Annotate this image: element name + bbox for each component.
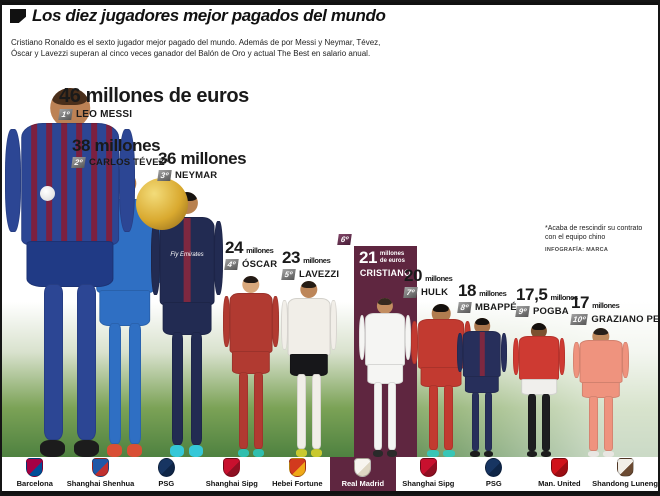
club-cell-shanghai-sipg-1: Shanghai Sipg xyxy=(199,457,265,491)
subtitle-line1: Cristiano Ronaldo es el sexto jugador me… xyxy=(11,38,381,47)
shanghai-shenhua-crest-icon xyxy=(92,458,110,477)
hebei-fortune-crest-icon xyxy=(288,458,306,477)
player-figure-oscar xyxy=(222,276,280,457)
pennant-icon xyxy=(10,9,26,23)
rank-badge-1: 1º xyxy=(58,109,73,120)
salary-label-mbappe: 18 millones 8º MBAPPÉ xyxy=(457,281,517,313)
club-cell-psg-1: PSG xyxy=(134,457,200,491)
rank-badge-2: 2º xyxy=(71,157,86,168)
subtitle-line2: Óscar y Lavezzi superan al cinco veces g… xyxy=(11,49,371,58)
cristiano-name: CRISTIANO xyxy=(359,268,412,278)
rank-badge-6: 6º xyxy=(337,234,352,245)
rank-badge-5: 5º xyxy=(281,269,296,280)
player-figure-pelle xyxy=(572,328,630,457)
golden-ball xyxy=(136,178,188,230)
neymar-shirt-sponsor: Fly Emirates xyxy=(170,252,204,259)
rank-badge-7: 7º xyxy=(403,287,418,298)
player-name-pelle: GRAZIANO PELLÈ xyxy=(591,314,660,325)
player-name-mbappe: MBAPPÉ xyxy=(475,302,517,313)
salary-label-hulk: 20 millones 7º HULK xyxy=(403,266,453,298)
shandong-luneng-crest-icon xyxy=(616,458,634,477)
club-cell-shanghai-shenhua: Shanghai Shenhua xyxy=(67,457,134,491)
footnote-line2: con el equipo chino xyxy=(545,234,606,241)
club-cell-shanghai-sipg-2: Shanghai Sipg xyxy=(396,457,462,491)
player-name-hulk: HULK xyxy=(421,287,449,298)
real-madrid-crest-icon xyxy=(354,458,372,477)
footnote-line1: *Acaba de rescindir su contrato xyxy=(545,225,643,232)
player-name-messi: LEO MESSI xyxy=(76,109,133,120)
psg-crest-icon xyxy=(485,458,503,477)
salary-label-messi: 46 millones de euros 1º LEO MESSI xyxy=(58,85,249,120)
player-name-pogba: POGBA xyxy=(533,306,569,317)
bottom-rule xyxy=(2,491,658,494)
laliga-patch-icon xyxy=(40,186,55,201)
cristiano-salary-number: 21 xyxy=(359,248,377,267)
salary-label-lavezzi: 23 millones 5º LAVEZZI xyxy=(281,248,340,280)
club-cell-shandong-luneng: Shandong Luneng xyxy=(592,457,658,491)
player-figure-neymar: Fly Emirates xyxy=(150,192,224,457)
salary-label-tevez: 38 millones 2º CARLOS TÉVEZ* xyxy=(71,136,169,168)
player-figure-pogba xyxy=(512,323,566,457)
barcelona-crest-icon xyxy=(26,458,44,477)
player-name-oscar: ÓSCAR xyxy=(242,259,278,270)
player-name-lavezzi: LAVEZZI xyxy=(299,269,340,280)
top-rule xyxy=(2,2,658,5)
footnote: *Acaba de rescindir su contrato con el e… xyxy=(545,224,658,255)
infographic-credit: INFOGRAFÍA: MARCA xyxy=(545,247,609,253)
club-bar: Barcelona Shanghai Shenhua PSG Shanghai … xyxy=(2,457,658,491)
rank-badge-8: 8º xyxy=(457,302,472,313)
player-name-tevez: CARLOS TÉVEZ* xyxy=(89,157,169,168)
page-title: Los diez jugadores mejor pagados del mun… xyxy=(32,6,386,25)
club-cell-barcelona: Barcelona xyxy=(2,457,68,491)
club-cell-real-madrid: Real Madrid xyxy=(330,457,396,491)
psg-crest-icon xyxy=(157,458,175,477)
club-cell-psg-2: PSG xyxy=(461,457,527,491)
rank-badge-4: 4º xyxy=(224,259,239,270)
player-figure-lavezzi xyxy=(280,281,338,457)
player-figure-messi xyxy=(4,88,136,457)
cristiano-salary-unit: millones de euros xyxy=(379,251,405,264)
club-cell-man-united: Man. United xyxy=(527,457,593,491)
salary-label-neymar: 36 millones 3º NEYMAR xyxy=(157,149,247,181)
rank-badge-3: 3º xyxy=(157,170,172,181)
shanghai-sipg-crest-icon xyxy=(419,458,437,477)
shanghai-sipg-crest-icon xyxy=(223,458,241,477)
subtitle: Cristiano Ronaldo es el sexto jugador me… xyxy=(11,37,380,59)
rank-badge-10: 10º xyxy=(570,314,589,325)
salary-label-pogba: 17,5 millones 9º POGBA xyxy=(515,285,578,317)
club-cell-hebei-fortune: Hebei Fortune xyxy=(265,457,331,491)
player-figure-mbappe xyxy=(456,318,508,457)
player-figure-cristiano xyxy=(358,298,412,457)
salary-label-oscar: 24 millones 4º ÓSCAR xyxy=(224,238,278,270)
player-name-neymar: NEYMAR xyxy=(175,170,218,181)
rank-badge-9: 9º xyxy=(515,306,530,317)
man-united-crest-icon xyxy=(550,458,568,477)
